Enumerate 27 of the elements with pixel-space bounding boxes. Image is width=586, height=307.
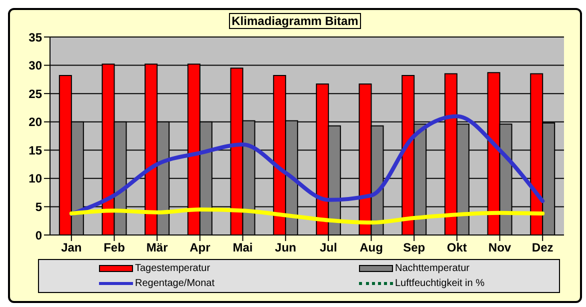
x-tick-label: Apr bbox=[190, 240, 211, 255]
x-tick-label: Okt bbox=[446, 240, 467, 255]
y-tick-label: 5 bbox=[35, 200, 42, 214]
y-tick-label: 0 bbox=[35, 228, 42, 242]
y-tick-label: 10 bbox=[28, 172, 42, 186]
y-tick-label: 20 bbox=[28, 115, 42, 130]
line-series bbox=[69, 114, 545, 216]
legend-label: Luftfeuchtigkeit in % bbox=[395, 278, 484, 289]
legend-label: Tagestemperatur bbox=[135, 263, 210, 274]
y-tick-label: 25 bbox=[28, 86, 42, 101]
legend-label: Nachttemperatur bbox=[395, 263, 470, 274]
y-tick-label: 30 bbox=[28, 58, 42, 73]
x-tick-label: Jan bbox=[61, 240, 82, 255]
x-tick-label: Mai bbox=[232, 240, 253, 255]
y-tick-label: 15 bbox=[28, 143, 42, 158]
legend-label: Regentage/Monat bbox=[135, 278, 215, 289]
x-tick-label: Mär bbox=[146, 240, 168, 255]
chart-title: Klimadiagramm Bitam bbox=[229, 13, 361, 29]
x-tick-label: Jul bbox=[320, 240, 338, 255]
line-series bbox=[69, 208, 545, 225]
x-tick-label: Dez bbox=[532, 240, 554, 255]
x-tick-label: Jun bbox=[274, 240, 296, 255]
x-tick-label: Feb bbox=[104, 240, 125, 255]
x-tick-label: Nov bbox=[488, 240, 512, 255]
y-tick-label: 35 bbox=[28, 30, 42, 44]
x-tick-label: Sep bbox=[403, 240, 426, 255]
x-tick-label: Aug bbox=[360, 240, 383, 255]
